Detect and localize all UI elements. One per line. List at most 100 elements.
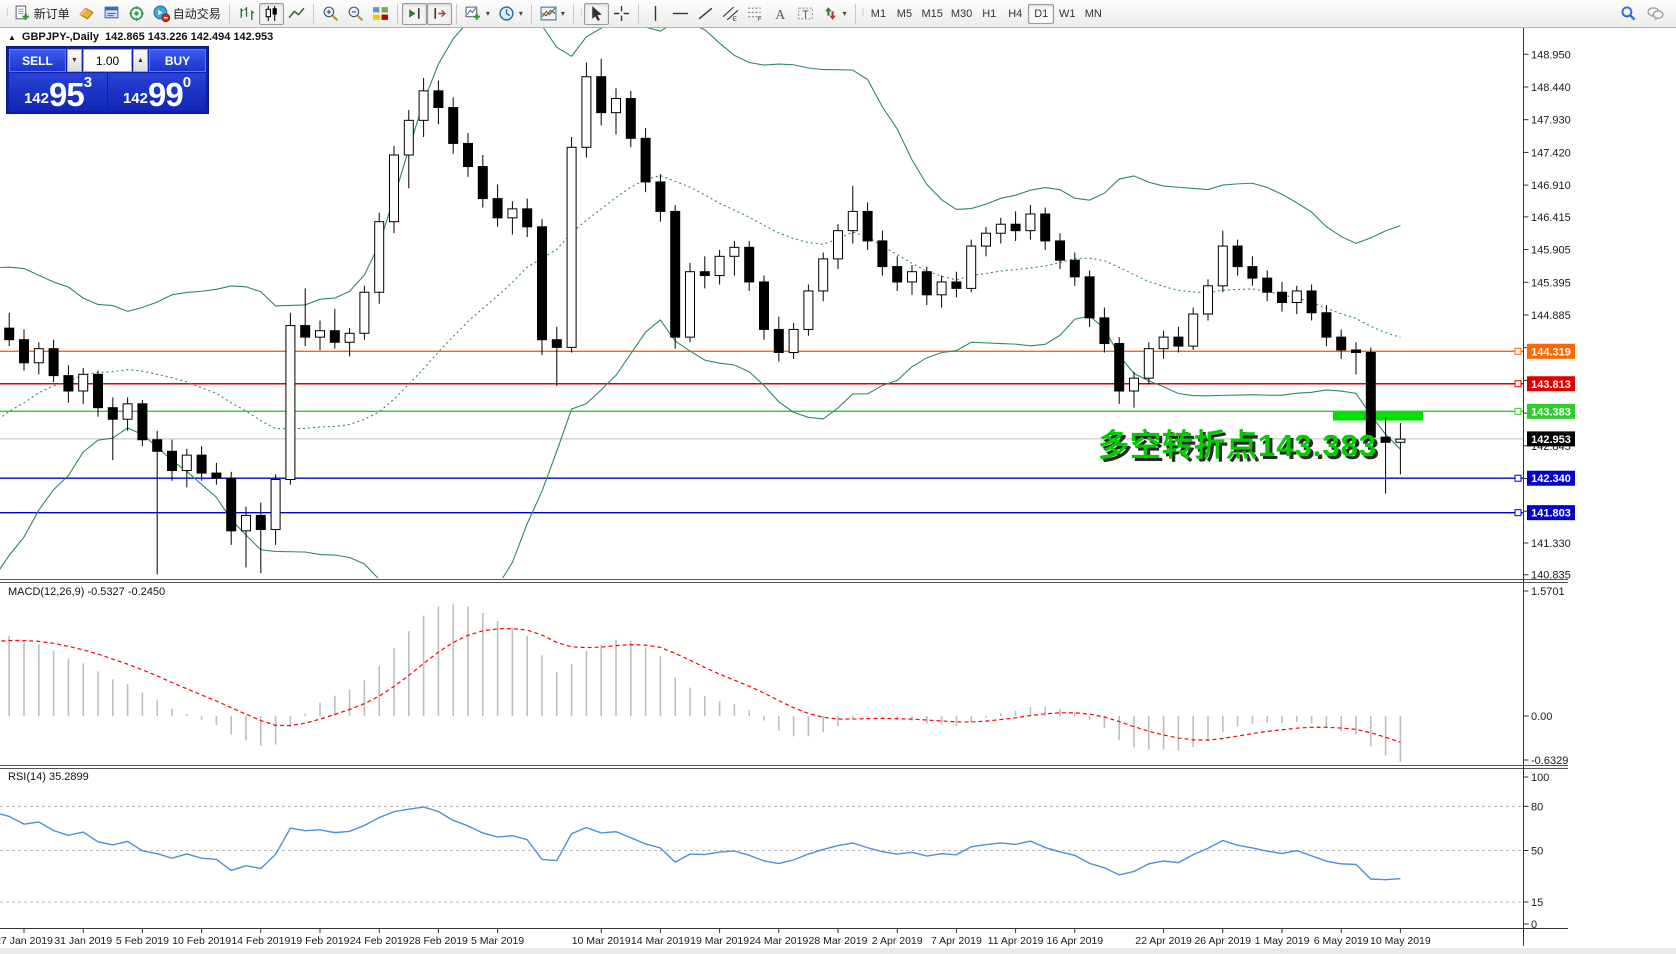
candle (611, 98, 621, 114)
timeframe-m5-button[interactable]: M5 (896, 7, 913, 20)
zoom-in-button[interactable] (318, 3, 343, 25)
svg-text:142.340: 142.340 (1531, 473, 1571, 485)
candle (78, 373, 89, 392)
timeframe-m30-button[interactable]: M30 (950, 7, 973, 20)
timeframe-h1-button[interactable]: H1 (982, 7, 997, 20)
buy-price-handle: 142 (122, 90, 148, 107)
timeframe-w1-button[interactable]: W1 (1059, 7, 1076, 20)
timeframe-m15-button[interactable]: M15 (921, 7, 943, 20)
horizontal-level-lines[interactable] (0, 350, 1524, 514)
bar-chart-button[interactable] (234, 3, 259, 25)
candle (1188, 313, 1199, 347)
chart-shift-button[interactable] (426, 2, 452, 25)
cursor-button[interactable] (583, 2, 609, 25)
text-button[interactable]: A (768, 3, 793, 25)
tile-windows-button[interactable] (368, 3, 393, 25)
horizontal-line-button[interactable] (668, 3, 693, 25)
timeframe-m1-button[interactable]: M1 (870, 7, 887, 20)
chevron-down-icon: ▾ (560, 9, 565, 18)
candlestick-chart-button[interactable] (258, 2, 284, 25)
new-order-button[interactable]: 新订单 (10, 3, 74, 25)
chat-icon[interactable] (1647, 5, 1664, 22)
collapse-triangle-icon[interactable]: ▲ (8, 32, 16, 42)
svg-text:147.930: 147.930 (1531, 115, 1571, 127)
trendline-button[interactable] (693, 3, 718, 25)
timeframe-mn-button[interactable]: MN (1084, 7, 1102, 20)
volume-decrease-button[interactable]: ▼ (67, 49, 82, 72)
buy-button[interactable]: BUY (149, 49, 206, 72)
date-axis: 27 Jan 2019 31 Jan 2019 5 Feb 2019 10 Feb 2… (0, 929, 1431, 947)
profile-icon (78, 5, 95, 22)
candle (655, 181, 666, 212)
equidistant-channel-button[interactable]: E (718, 3, 743, 25)
arrows-icon (822, 5, 839, 22)
fibonacci-button[interactable]: F (743, 3, 768, 25)
candle (1217, 245, 1228, 287)
navigator-icon (128, 5, 145, 22)
svg-text:140.835: 140.835 (1531, 570, 1571, 582)
zoom-out-button[interactable] (343, 3, 368, 25)
candle (181, 454, 192, 472)
candle (255, 514, 266, 531)
search-icon[interactable] (1620, 5, 1637, 22)
sell-button[interactable]: SELL (9, 49, 66, 72)
svg-text:143.383: 143.383 (1531, 406, 1571, 418)
svg-text:0.00: 0.00 (1531, 711, 1552, 723)
auto-scroll-button[interactable] (401, 2, 427, 25)
candle (1040, 213, 1051, 242)
window-bottom-edge (0, 948, 1676, 954)
candlestick-chart-icon (263, 5, 280, 22)
candle (537, 226, 547, 341)
toolbar-grip[interactable]: ⁞ (579, 8, 583, 19)
svg-text:141.803: 141.803 (1531, 508, 1571, 520)
volume-increase-button[interactable]: ▲ (133, 49, 148, 72)
svg-text:144.885: 144.885 (1531, 310, 1571, 322)
sell-price[interactable]: 142 95 3 (9, 73, 107, 111)
panel-separators[interactable] (0, 579, 1568, 929)
market-watch-button[interactable] (99, 3, 124, 25)
auto-trading-button[interactable]: 自动交易 (149, 3, 225, 25)
volume-input[interactable]: 1.00 (83, 49, 132, 72)
auto-trading-icon (153, 5, 170, 22)
text-label-button[interactable]: T (793, 3, 818, 25)
svg-text:1.5701: 1.5701 (1531, 586, 1565, 598)
candle (1262, 277, 1273, 293)
toolbar-grip[interactable]: ⁞ (6, 8, 9, 19)
indicators-button[interactable]: ▾ (536, 3, 569, 25)
candle (1351, 349, 1361, 354)
chart-shift-icon (431, 5, 448, 22)
profile-button[interactable] (74, 3, 99, 25)
candle (847, 210, 858, 232)
svg-text:148.950: 148.950 (1531, 49, 1571, 61)
buy-price-big: 99 (147, 75, 184, 113)
chart-ohlc-values: 142.865 143.226 142.494 142.953 (104, 31, 274, 43)
rsi-level-lines (0, 805, 1524, 903)
period-button[interactable]: ▾ (494, 3, 527, 25)
vertical-line-button[interactable] (643, 3, 668, 25)
toolbar-separator (530, 3, 532, 24)
pivot-annotation-text: 多空转折点143.383 (1098, 428, 1378, 463)
navigator-button[interactable] (124, 3, 149, 25)
svg-text:5 Feb 2019: 5 Feb 2019 (116, 935, 169, 947)
toolbar-separator (228, 3, 230, 24)
rsi-indicator-label: RSI(14) 35.2899 (8, 771, 89, 783)
line-chart-button[interactable] (284, 3, 309, 25)
svg-text:147.420: 147.420 (1531, 147, 1571, 159)
timeframe-d1-button[interactable]: D1 (1028, 3, 1055, 24)
svg-text:31 Jan 2019: 31 Jan 2019 (54, 935, 112, 947)
svg-text:22 Apr 2019: 22 Apr 2019 (1135, 935, 1192, 947)
arrows-button[interactable]: ▾ (818, 3, 851, 25)
tile-windows-icon (372, 5, 389, 22)
toolbar-grip[interactable]: ⁞ (861, 8, 865, 19)
new-chart-button[interactable]: ▾ (461, 3, 494, 25)
crosshair-button[interactable] (609, 3, 634, 25)
candle (818, 258, 829, 292)
candle (833, 230, 843, 260)
chart-title: ▲ GBPJPY-,Daily 142.865 143.226 142.494 … (8, 31, 273, 43)
timeframe-h4-button[interactable]: H4 (1008, 7, 1023, 20)
candle (921, 271, 932, 296)
buy-price[interactable]: 142 99 0 (108, 73, 206, 111)
crosshair-icon (613, 5, 630, 22)
